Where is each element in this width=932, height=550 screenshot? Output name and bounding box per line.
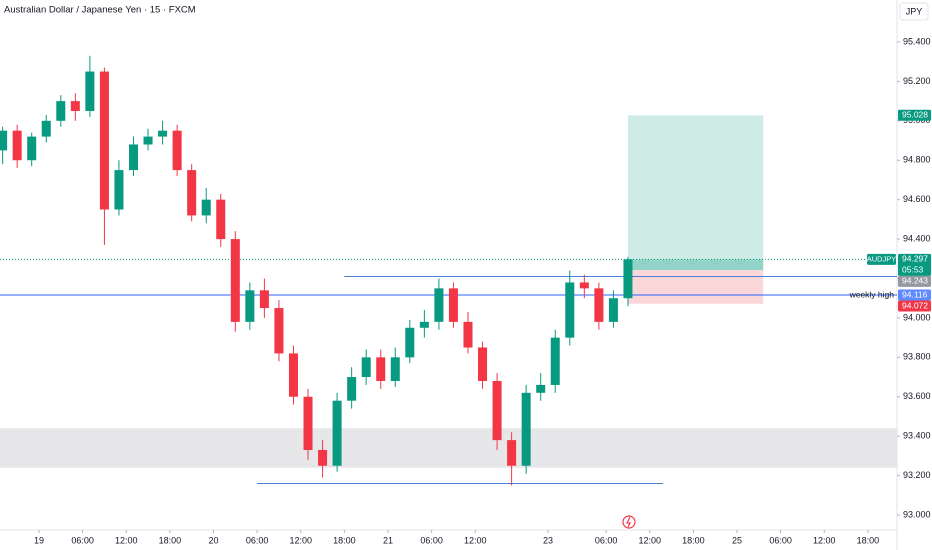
candle-body [332,400,342,466]
x-tick-label: 06:00 [595,535,618,545]
candle-body [492,380,502,441]
profit-zone [627,259,764,271]
stop-zone [627,270,764,304]
candle-body [259,290,269,309]
candle-body [0,130,8,151]
price-label: 94.072 [902,300,928,310]
price-label-box [898,109,931,121]
candle-body [478,347,488,381]
y-tick-label: 93.000 [903,509,931,519]
x-tick-label: 06:00 [420,535,443,545]
x-tick-label: 12:00 [115,535,138,545]
alert-circle [622,515,636,529]
x-tick-label: 18:00 [857,535,880,545]
x-tick-label: 25 [732,535,742,545]
y-tick-label: 93.400 [903,431,931,441]
candle-body [245,290,255,322]
candle-body [448,288,458,322]
x-tick-label: 06:00 [246,535,269,545]
symbol-badge [867,253,896,265]
candle-body [623,259,633,299]
candle-body [550,337,560,385]
candle-body [521,392,531,466]
price-label-box [898,253,931,276]
candle-body [594,288,604,322]
candle-body [158,130,168,137]
x-tick-label: 06:00 [769,535,792,545]
candle-body [303,396,313,450]
candle-body [216,199,226,240]
candle-body [565,282,575,338]
currency-button[interactable] [899,2,929,21]
candle-body [41,120,51,137]
candle-body [347,377,357,401]
candle-body [230,239,240,322]
target-zone [627,115,764,271]
x-tick-label: 21 [383,535,393,545]
x-tick-label: 12:00 [639,535,662,545]
candle-body [99,71,109,210]
alert-bolt [626,516,631,528]
currency-label: JPY [906,6,923,16]
price-label: 95.028 [902,110,928,120]
y-tick-label: 94.400 [903,233,931,243]
candle-body [12,130,22,161]
candle-body [143,136,153,145]
y-tick-label: 94.800 [903,155,931,165]
x-tick-label: 06:00 [71,535,94,545]
y-tick-label: 94.000 [903,312,931,322]
x-tick-label: 18:00 [159,535,182,545]
candle-body [288,353,298,397]
candle-body [405,327,415,358]
y-tick-label: 95.200 [903,76,931,86]
x-tick-label: 12:00 [289,535,312,545]
countdown-label: 05:53 [902,265,924,275]
candle-body [579,282,589,289]
x-tick-label: 20 [208,535,218,545]
x-tick-label: 23 [543,535,553,545]
price-label: 94.243 [902,276,928,286]
support-zone [0,428,897,468]
candle-body [70,101,80,111]
x-tick-label: 12:00 [464,535,487,545]
candle-body [318,449,328,466]
y-tick-label: 95.400 [903,36,931,46]
candle-body [536,384,546,393]
x-tick-label: 18:00 [682,535,705,545]
x-tick-label: 18:00 [333,535,356,545]
alert-icon[interactable] [622,515,636,529]
y-tick-label: 93.800 [903,352,931,362]
x-tick-label: 12:00 [813,535,836,545]
candle-body [507,440,517,466]
candle-body [463,321,473,348]
candle-body [201,199,211,216]
candle-body [172,130,182,171]
price-label: 94.297 [902,254,928,264]
line-label: weekly high [849,289,895,299]
candle-body [390,357,400,381]
candle-body [274,308,284,354]
price-label: 94.116 [902,289,928,299]
price-label-box [898,275,931,287]
candle-body [187,170,197,216]
x-tick-label: 19 [34,535,44,545]
candle-body [56,101,66,121]
price-label-box [898,289,931,301]
candle-body [361,357,371,378]
candle-body [608,298,618,322]
symbol-label: AUDJPY [867,254,897,263]
y-tick-label: 93.200 [903,470,931,480]
candle-body [85,71,95,111]
y-tick-label: 93.600 [903,391,931,401]
y-tick-label: 94.600 [903,194,931,204]
candle-body [114,170,124,210]
price-label-box [898,300,931,312]
candle-body [128,144,139,171]
candle-body [27,136,37,161]
candle-body [419,321,429,328]
candle-body [434,288,444,322]
candle-body [376,357,386,381]
chart-title: Australian Dollar / Japanese Yen · 15 · … [4,5,196,16]
